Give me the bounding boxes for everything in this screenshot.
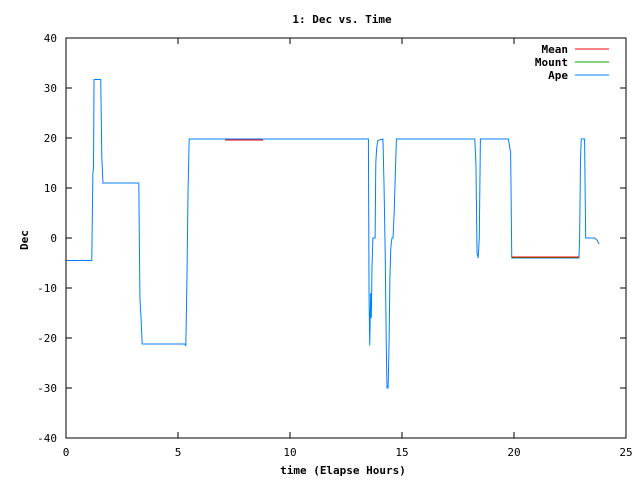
- series-ape-line-0: [66, 79, 600, 389]
- x-tick-label: 5: [175, 446, 182, 459]
- x-tick-label: 0: [63, 446, 70, 459]
- x-tick-label: 20: [507, 446, 520, 459]
- axes-layer: 40 30 20 10 0 -10 -20 -30 -40 0 5 10 15 20 25: [37, 32, 633, 459]
- y-tick-label: -10: [37, 282, 57, 295]
- series-layer: [66, 79, 600, 389]
- plot-frame: [65, 37, 627, 439]
- legend-label-mean: Mean: [542, 43, 569, 56]
- legend-label-ape: Ape: [548, 69, 568, 82]
- chart-title: 1: Dec vs. Time: [292, 13, 392, 26]
- x-tick-label: 25: [619, 446, 632, 459]
- y-tick-label: 0: [50, 232, 57, 245]
- y-tick-label: 10: [44, 182, 57, 195]
- y-tick-label: -30: [37, 382, 57, 395]
- legend-label-mount: Mount: [535, 56, 568, 69]
- y-tick-label: 40: [44, 32, 57, 45]
- y-tick-label: 20: [44, 132, 57, 145]
- y-tick-label: -40: [37, 432, 57, 445]
- y-tick-label: -20: [37, 332, 57, 345]
- x-tick-label: 10: [283, 446, 296, 459]
- y-tick-label: 30: [44, 82, 57, 95]
- y-axis-label: Dec: [18, 230, 31, 250]
- x-tick-label: 15: [395, 446, 408, 459]
- x-axis-label: time (Elapse Hours): [280, 464, 406, 477]
